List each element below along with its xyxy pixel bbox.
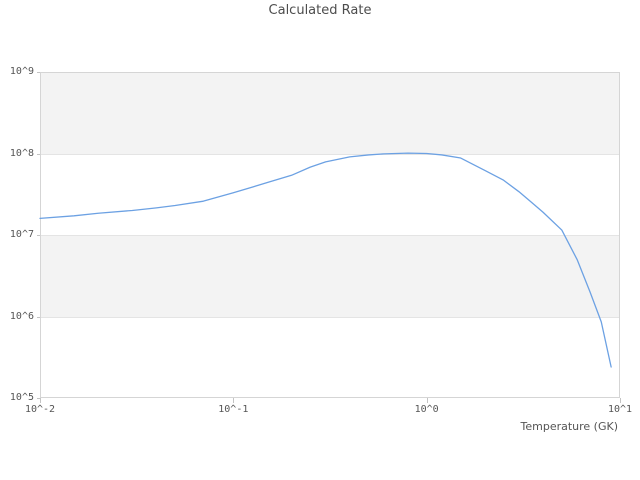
- x-tick-mark: [426, 398, 428, 403]
- decade-band: [41, 155, 619, 237]
- y-tick-label: 10^6: [9, 310, 34, 322]
- x-tick-label: 10^-1: [218, 404, 249, 415]
- decade-band: [41, 236, 619, 318]
- y-tick-label: 10^9: [9, 66, 34, 77]
- y-tick-label: 10^7: [9, 229, 34, 240]
- y-tick-mark: [37, 316, 40, 318]
- decade-band: [41, 318, 619, 400]
- x-axis-title: Temperature (GK): [520, 420, 619, 433]
- x-tick-mark: [40, 398, 41, 403]
- y-tick-label: 10^8: [9, 147, 34, 159]
- plot-area: [40, 72, 620, 398]
- x-tick-label: 10^-2: [24, 404, 56, 415]
- decade-band: [41, 73, 619, 155]
- y-tick-label: 10^5: [9, 392, 34, 403]
- decade-gridline: [41, 235, 619, 236]
- x-tick-label: 10^1: [607, 404, 633, 415]
- decade-gridline: [41, 316, 619, 318]
- decade-gridline: [41, 153, 619, 155]
- y-tick-mark: [37, 398, 40, 399]
- y-tick-mark: [37, 153, 40, 155]
- x-tick-mark: [620, 398, 621, 403]
- chart-title: Calculated Rate: [268, 3, 372, 18]
- y-tick-mark: [37, 235, 40, 236]
- y-tick-mark: [37, 72, 40, 73]
- x-tick-label: 10^0: [414, 404, 439, 415]
- x-tick-mark: [233, 398, 235, 403]
